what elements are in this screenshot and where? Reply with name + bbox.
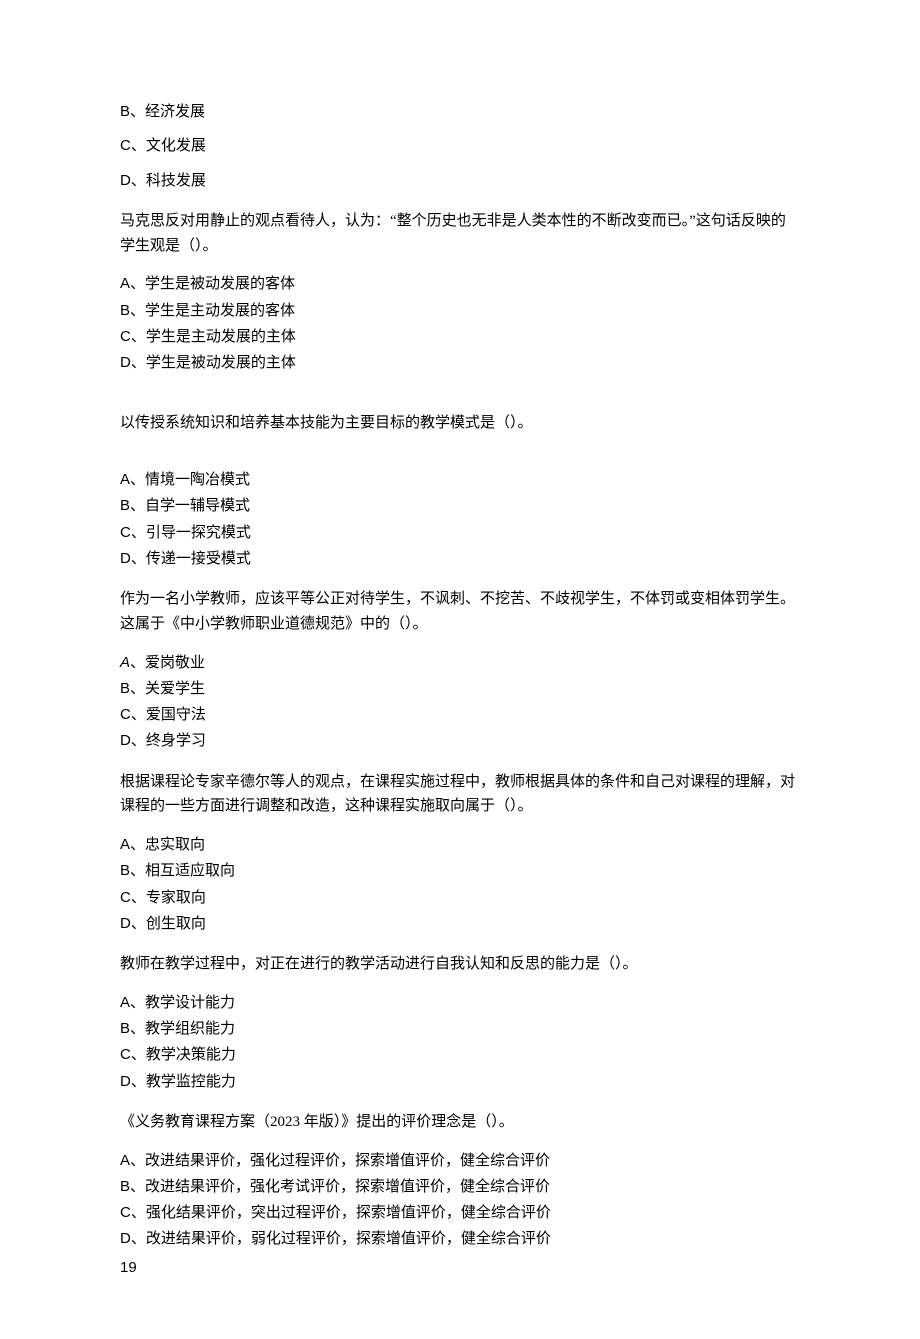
option-group-1: B、经济发展 C、文化发展 D、科技发展 [120, 100, 800, 193]
question-3-stem: 以传授系统知识和培养基本技能为主要目标的教学模式是（）。 [120, 411, 800, 436]
question-7-stem: 《义务教育课程方案（2023 年版）》提出的评价理念是（）。 [120, 1110, 800, 1135]
option-b: B、关爱学生 [120, 677, 800, 701]
option-b: B、改进结果评价，强化考试评价，探索增值评价，健全综合评价 [120, 1175, 800, 1199]
option-letter: D [120, 550, 131, 567]
option-text: 专家取向 [146, 890, 206, 906]
option-letter: A [120, 836, 130, 853]
question-6-stem: 教师在教学过程中，对正在进行的教学活动进行自我认知和反思的能力是（）。 [120, 952, 800, 977]
option-letter: B [120, 862, 130, 879]
option-text: 改进结果评价，强化过程评价，探索增值评价，健全综合评价 [145, 1153, 550, 1169]
option-b: B、学生是主动发展的客体 [120, 299, 800, 323]
option-letter: A [120, 1152, 130, 1169]
option-c: C、专家取向 [120, 886, 800, 910]
option-letter: D [120, 1073, 131, 1090]
option-b: B、自学一辅导模式 [120, 494, 800, 518]
option-d: D、创生取向 [120, 912, 800, 936]
option-letter: C [120, 137, 131, 154]
option-text: 学生是被动发展的主体 [146, 355, 296, 371]
option-text: 学生是主动发展的主体 [146, 329, 296, 345]
option-letter: A [120, 275, 130, 292]
option-text: 爱国守法 [146, 707, 206, 723]
page-number: 19 [120, 1256, 800, 1279]
option-text: 文化发展 [146, 138, 206, 154]
option-letter: B [120, 1020, 130, 1037]
option-d: D、改进结果评价，弱化过程评价，探索增值评价，健全综合评价 [120, 1227, 800, 1251]
option-c: C、爱国守法 [120, 703, 800, 727]
question-4-stem: 作为一名小学教师，应该平等公正对待学生，不讽刺、不挖苦、不歧视学生，不体罚或变相… [120, 587, 800, 637]
option-letter: C [120, 1046, 131, 1063]
option-letter: C [120, 706, 131, 723]
option-letter: A [120, 654, 130, 671]
question-5-stem: 根据课程论专家辛德尔等人的观点，在课程实施过程中，教师根据具体的条件和自己对课程… [120, 770, 800, 820]
option-group-3: A、情境一陶冶模式 B、自学一辅导模式 C、引导一探究模式 D、传递一接受模式 [120, 468, 800, 571]
option-letter: D [120, 172, 131, 189]
option-text: 教学设计能力 [145, 995, 235, 1011]
option-letter: C [120, 889, 131, 906]
option-group-2: A、学生是被动发展的客体 B、学生是主动发展的客体 C、学生是主动发展的主体 D… [120, 272, 800, 375]
option-letter: B [120, 1178, 130, 1195]
option-letter: D [120, 915, 131, 932]
option-text: 科技发展 [146, 173, 206, 189]
option-d: D、终身学习 [120, 729, 800, 753]
question-2-stem: 马克思反对用静止的观点看待人，认为：“整个历史也无非是人类本性的不断改变而已。”… [120, 209, 800, 259]
option-c: C、教学决策能力 [120, 1043, 800, 1067]
option-sep: 、 [130, 104, 145, 120]
option-letter: A [120, 994, 130, 1011]
option-text: 学生是被动发展的客体 [145, 276, 295, 292]
option-c: C、引导一探究模式 [120, 521, 800, 545]
option-b: B、教学组织能力 [120, 1017, 800, 1041]
option-a: A、学生是被动发展的客体 [120, 272, 800, 296]
option-letter: D [120, 1230, 131, 1247]
option-letter: B [120, 103, 130, 120]
option-a: A、爱岗敬业 [120, 651, 800, 675]
option-a: A、改进结果评价，强化过程评价，探索增值评价，健全综合评价 [120, 1149, 800, 1173]
option-text: 学生是主动发展的客体 [145, 303, 295, 319]
option-d: D、学生是被动发展的主体 [120, 351, 800, 375]
option-letter: A [120, 471, 130, 488]
option-text: 情境一陶冶模式 [145, 472, 250, 488]
option-letter: B [120, 497, 130, 514]
option-text: 教学监控能力 [146, 1074, 236, 1090]
option-group-4: A、爱岗敬业 B、关爱学生 C、爱国守法 D、终身学习 [120, 651, 800, 754]
option-letter: C [120, 328, 131, 345]
option-text: 教学组织能力 [145, 1021, 235, 1037]
option-group-6: A、教学设计能力 B、教学组织能力 C、教学决策能力 D、教学监控能力 [120, 991, 800, 1094]
option-letter: C [120, 524, 131, 541]
option-c: C、强化结果评价，突出过程评价，探索增值评价，健全综合评价 [120, 1201, 800, 1225]
option-text: 强化结果评价，突出过程评价，探索增值评价，健全综合评价 [146, 1205, 551, 1221]
option-text: 改进结果评价，弱化过程评价，探索增值评价，健全综合评价 [146, 1231, 551, 1247]
option-b: B、相互适应取向 [120, 859, 800, 883]
option-letter: C [120, 1204, 131, 1221]
option-text: 爱岗敬业 [145, 655, 205, 671]
option-text: 终身学习 [146, 733, 206, 749]
option-text: 教学决策能力 [146, 1047, 236, 1063]
option-b: B、经济发展 [120, 100, 800, 124]
option-sep: 、 [131, 173, 146, 189]
option-c: C、文化发展 [120, 134, 800, 158]
option-text: 自学一辅导模式 [145, 498, 250, 514]
option-a: A、情境一陶冶模式 [120, 468, 800, 492]
option-text: 创生取向 [146, 916, 206, 932]
option-text: 传递一接受模式 [146, 551, 251, 567]
option-d: D、传递一接受模式 [120, 547, 800, 571]
option-text: 关爱学生 [145, 681, 205, 697]
option-sep: 、 [131, 138, 146, 154]
option-text: 忠实取向 [145, 837, 205, 853]
option-text: 经济发展 [145, 104, 205, 120]
option-group-5: A、忠实取向 B、相互适应取向 C、专家取向 D、创生取向 [120, 833, 800, 936]
option-group-7: A、改进结果评价，强化过程评价，探索增值评价，健全综合评价 B、改进结果评价，强… [120, 1149, 800, 1252]
option-letter: D [120, 732, 131, 749]
option-text: 改进结果评价，强化考试评价，探索增值评价，健全综合评价 [145, 1179, 550, 1195]
option-a: A、忠实取向 [120, 833, 800, 857]
option-a: A、教学设计能力 [120, 991, 800, 1015]
option-letter: B [120, 680, 130, 697]
option-letter: B [120, 302, 130, 319]
option-letter: D [120, 354, 131, 371]
option-c: C、学生是主动发展的主体 [120, 325, 800, 349]
option-d: D、科技发展 [120, 169, 800, 193]
option-d: D、教学监控能力 [120, 1070, 800, 1094]
option-text: 引导一探究模式 [146, 525, 251, 541]
option-text: 相互适应取向 [145, 863, 235, 879]
